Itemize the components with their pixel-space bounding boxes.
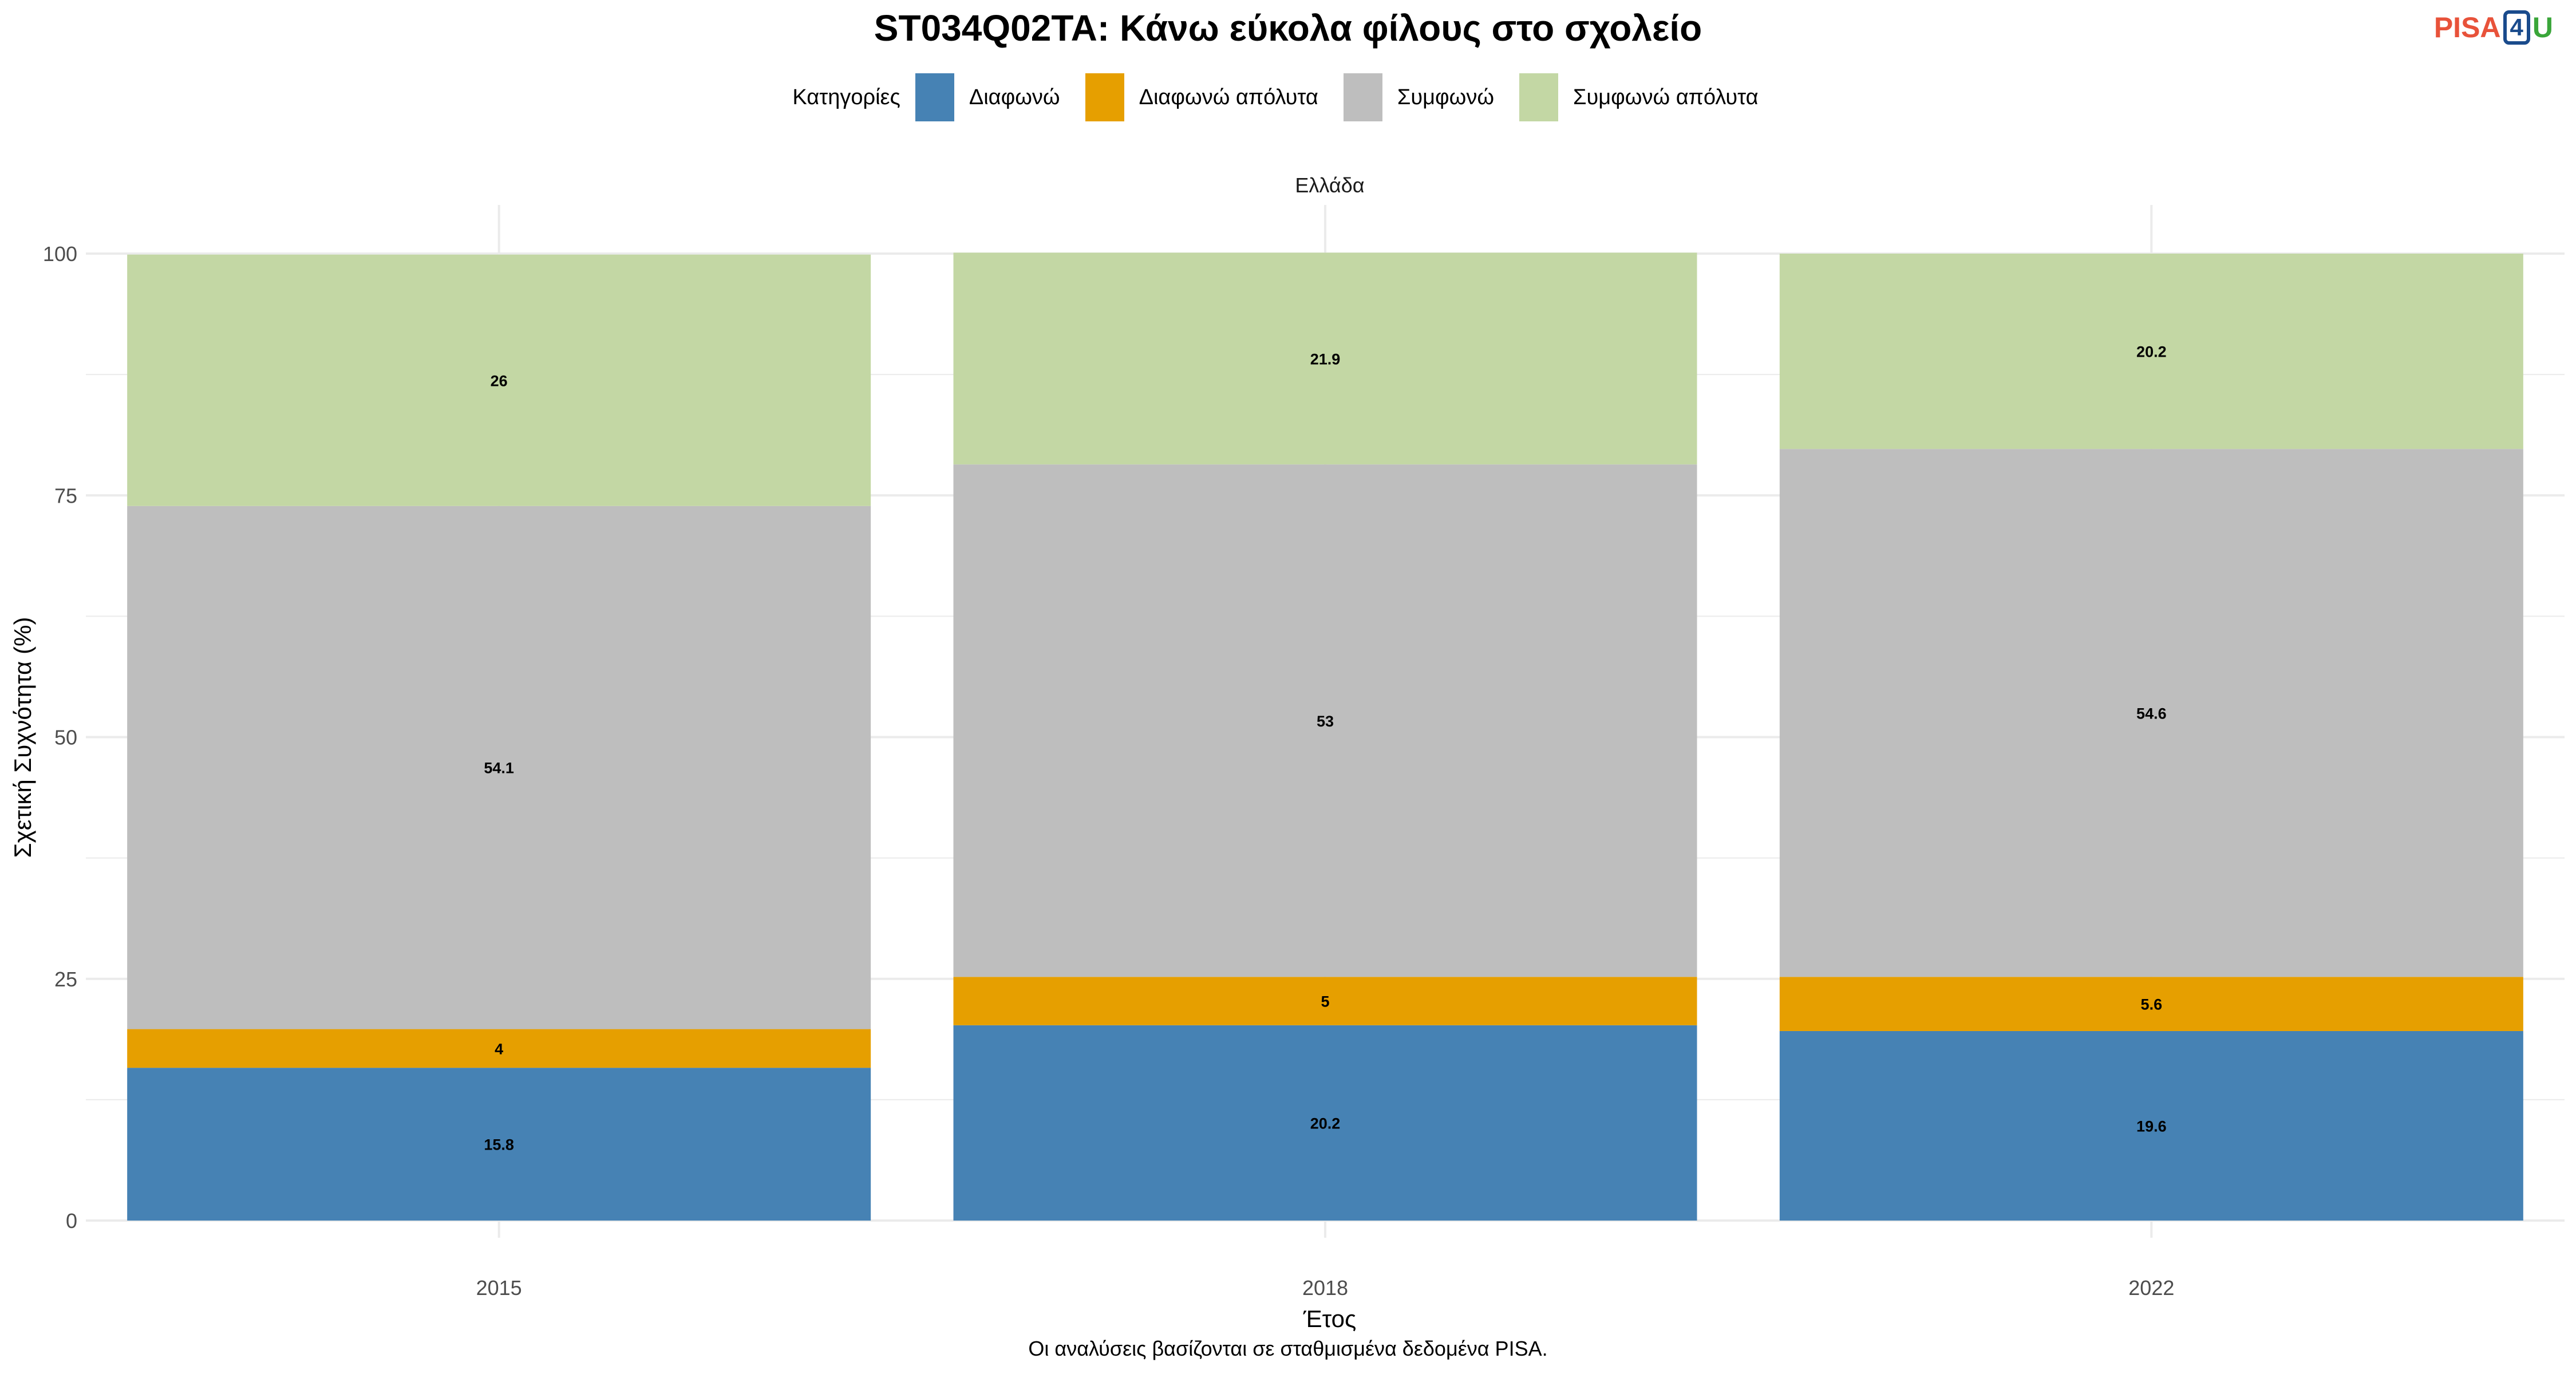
- data-labels: 15.8 4 54.1 26 20.2 5 53 21.9 19.6 5.6 54.6 20.2: [484, 344, 2166, 1154]
- legend-label-symfono-apolyta: Συμφωνώ απόλυτα: [1573, 85, 1759, 109]
- bar-segment: [127, 506, 871, 1029]
- facet-label: Ελλάδα: [1295, 173, 1364, 197]
- caption: Οι αναλύσεις βασίζονται σε σταθμισμένα δ…: [1028, 1337, 1548, 1360]
- legend-item-diafono: Διαφωνώ: [915, 73, 1060, 121]
- data-label: 15.8: [484, 1136, 514, 1154]
- bar-segment: [953, 252, 1697, 465]
- x-tick-label: 2022: [2128, 1276, 2174, 1300]
- legend-item-symfono-apolyta: Συμφωνώ απόλυτα: [1519, 73, 1759, 121]
- logo-text-pisa: PISA: [2433, 11, 2501, 44]
- bar-segment: [1779, 449, 2523, 977]
- x-tick-labels: 2015 2018 2022: [476, 1276, 2175, 1300]
- legend-label-diafono-apolyta: Διαφωνώ απόλυτα: [1139, 85, 1318, 109]
- data-label: 20.2: [1310, 1115, 1341, 1132]
- bar-segment: [1779, 977, 2523, 1031]
- legend-item-diafono-apolyta: Διαφωνώ απόλυτα: [1085, 73, 1318, 121]
- x-tick-label: 2018: [1302, 1276, 1348, 1300]
- pisa4u-logo: PISA 4 U: [2434, 10, 2553, 45]
- legend-swatch-symfono: [1343, 73, 1382, 121]
- bar-segment: [127, 1068, 871, 1221]
- data-label: 5.6: [2141, 996, 2163, 1013]
- legend-label-diafono: Διαφωνώ: [969, 85, 1060, 109]
- x-tick-label: 2015: [476, 1276, 522, 1300]
- legend-swatch-diafono-apolyta: [1085, 73, 1124, 121]
- legend-swatch-diafono: [915, 73, 954, 121]
- bar-segment: [953, 1025, 1697, 1221]
- data-label: 26: [491, 372, 508, 389]
- y-tick-label: 50: [54, 726, 77, 749]
- bar-segment: [953, 977, 1697, 1025]
- bar-segment: [127, 1029, 871, 1068]
- y-tick-label: 0: [66, 1209, 77, 1233]
- bar-segment: [1779, 1030, 2523, 1221]
- y-axis-title: Σχετική Συχνότητα (%): [9, 617, 36, 858]
- bars: [127, 252, 2523, 1221]
- bar-segment: [1779, 254, 2523, 449]
- data-label: 20.2: [2136, 344, 2167, 361]
- logo-text-u: U: [2532, 11, 2553, 44]
- data-label: 54.6: [2136, 705, 2167, 722]
- chart-title: ST034Q02TA: Κάνω εύκολα φίλους στο σχολε…: [874, 7, 1702, 49]
- y-tick-label: 75: [54, 484, 77, 507]
- y-tick-labels: 0 25 50 75 100: [43, 242, 77, 1233]
- data-label: 5: [1321, 993, 1329, 1010]
- data-label: 19.6: [2136, 1118, 2167, 1135]
- data-label: 53: [1317, 713, 1334, 730]
- y-tick-label: 100: [43, 242, 77, 266]
- logo-text-4: 4: [2503, 10, 2530, 45]
- legend-swatch-symfono-apolyta: [1519, 73, 1558, 121]
- bar-segment: [127, 254, 871, 506]
- bar-segment: [953, 464, 1697, 977]
- legend-item-symfono: Συμφωνώ: [1343, 73, 1494, 121]
- data-label: 4: [495, 1040, 503, 1057]
- y-tick-label: 25: [54, 968, 77, 991]
- legend-title: Κατηγορίες: [792, 85, 900, 109]
- data-label: 21.9: [1310, 350, 1341, 368]
- x-axis-title: Έτος: [1303, 1305, 1357, 1332]
- legend: Κατηγορίες Διαφωνώ Διαφωνώ απόλυτα Συμφω…: [0, 73, 2576, 121]
- legend-label-symfono: Συμφωνώ: [1397, 85, 1494, 109]
- data-label: 54.1: [484, 760, 514, 777]
